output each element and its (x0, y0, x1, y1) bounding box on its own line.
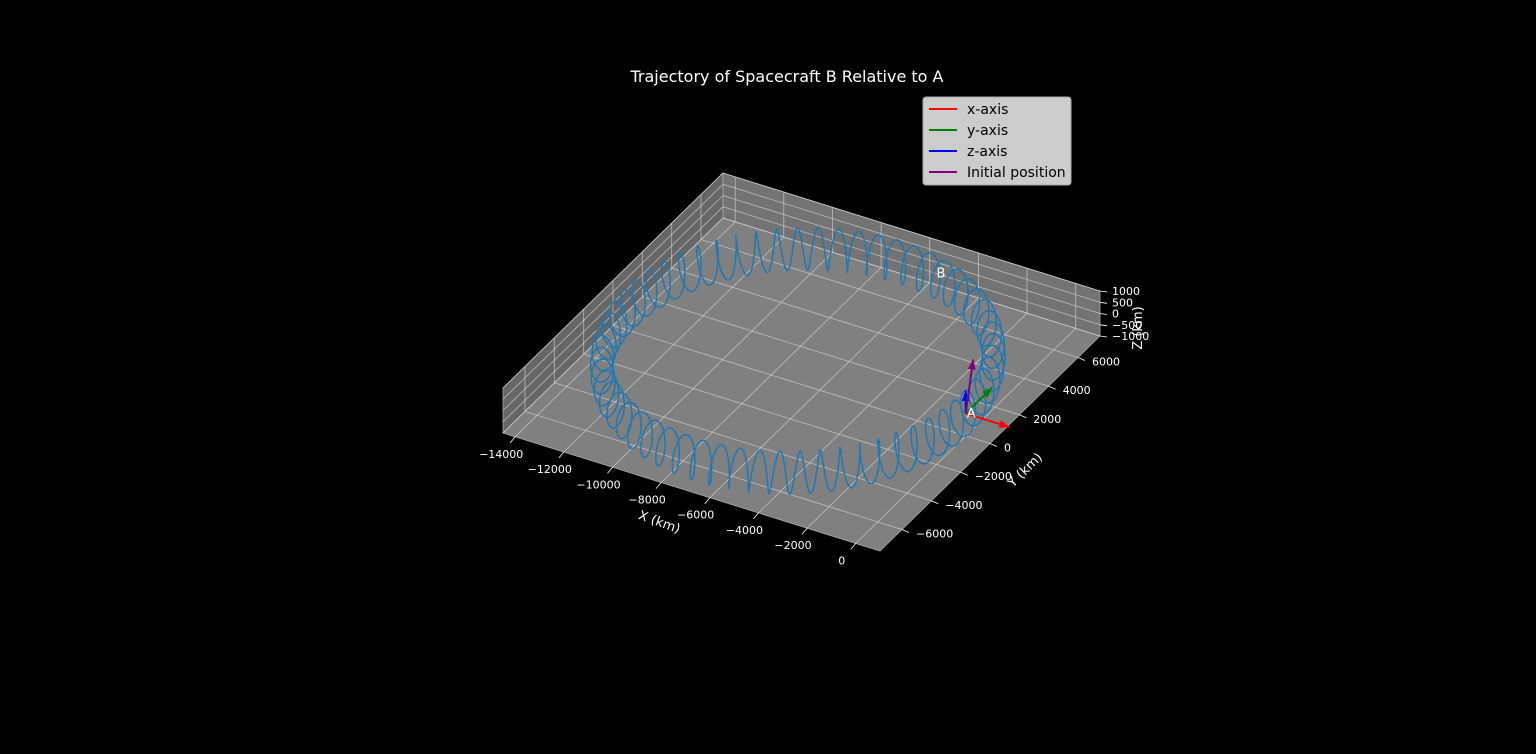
x-tick-mark (850, 543, 857, 550)
legend-label-x-axis: x-axis (967, 102, 1008, 118)
trajectory-layer (589, 226, 1006, 495)
z-tick-mark (1099, 335, 1108, 338)
y-tick-label: −6000 (916, 528, 953, 541)
axes-3d: AB −14000−12000−10000−8000−6000−4000−200… (479, 172, 1149, 567)
x-tick-label: −6000 (677, 509, 714, 522)
y-axis-arrowhead (982, 387, 993, 398)
z-tick-label: −1000 (1112, 330, 1149, 343)
y-tick-mark (1048, 385, 1056, 390)
legend-label-z-axis: z-axis (967, 144, 1007, 160)
y-tick-mark (989, 443, 998, 447)
y-tick-mark (1019, 414, 1027, 419)
y-gridline (700, 239, 1079, 358)
z-tick-label: 0 (1112, 308, 1119, 321)
y-gridline (524, 411, 903, 530)
x-axis-arrowhead (998, 420, 1010, 428)
y-tick-label: 0 (1004, 442, 1011, 455)
z-axis-label: Z (km) (1131, 306, 1146, 349)
x-tick-label: 0 (838, 554, 845, 567)
y-gridline (583, 353, 961, 473)
legend: x-axis y-axis z-axis Initial position (922, 96, 1072, 186)
x-tick-mark (655, 482, 662, 489)
z-tick-label: −500 (1112, 319, 1142, 332)
y-tick-mark (1077, 357, 1086, 361)
z-tick-mark (1099, 313, 1108, 315)
legend-label-y-axis: y-axis (967, 123, 1008, 139)
z-gridline (502, 184, 724, 400)
y-tick-label: 6000 (1092, 356, 1120, 369)
x-tick-mark (558, 451, 565, 459)
x-tick-mark (753, 512, 759, 520)
y-tick-label: −2000 (975, 470, 1012, 483)
z-gridline (722, 172, 1101, 292)
x-tick-mark (509, 436, 516, 444)
point-label-a: A (967, 406, 976, 421)
z-tick-label: 1000 (1112, 285, 1140, 298)
y-tick-label: 4000 (1063, 384, 1091, 397)
initial-position-arrowhead (967, 359, 976, 370)
point-label-b: B (937, 266, 946, 281)
y-gridline (671, 267, 1049, 387)
x-tick-label: −12000 (528, 463, 572, 476)
y-tick-mark (960, 471, 968, 476)
y-gridline (642, 296, 1020, 416)
z-gridline (722, 217, 1101, 337)
z-tick-label: 500 (1112, 296, 1133, 309)
legend-label-initial-position: Initial position (967, 165, 1066, 181)
z-tick-mark (1099, 290, 1108, 293)
z-gridline (722, 183, 1101, 303)
z-tick-mark (1099, 324, 1108, 327)
x-tick-label: −4000 (726, 524, 763, 537)
legend-box (922, 96, 1072, 186)
z-gridline (722, 195, 1101, 314)
y-tick-mark (901, 529, 910, 533)
y-tick-mark (931, 500, 939, 505)
chart-title: Trajectory of Spacecraft B Relative to A (629, 67, 943, 86)
x-tick-mark (607, 467, 613, 474)
x-tick-label: −2000 (774, 539, 811, 552)
gridlines (502, 172, 1101, 544)
z-gridline (502, 217, 724, 434)
z-gridline (502, 172, 724, 389)
arrow-layer (961, 359, 1010, 429)
tick-layer: −14000−12000−10000−8000−6000−4000−20000−… (479, 285, 1149, 567)
x-tick-mark (704, 497, 711, 504)
x-tick-label: −8000 (628, 494, 665, 507)
x-tick-label: −14000 (479, 448, 523, 461)
y-gridline (612, 325, 991, 444)
y-tick-label: −4000 (945, 499, 982, 512)
z-gridline (722, 206, 1101, 326)
y-tick-label: 2000 (1033, 413, 1061, 426)
x-tick-mark (801, 527, 808, 535)
x-tick-label: −10000 (576, 478, 620, 491)
point-labels: AB (937, 266, 976, 421)
trajectory-line (589, 226, 1006, 495)
z-tick-mark (1099, 301, 1108, 304)
